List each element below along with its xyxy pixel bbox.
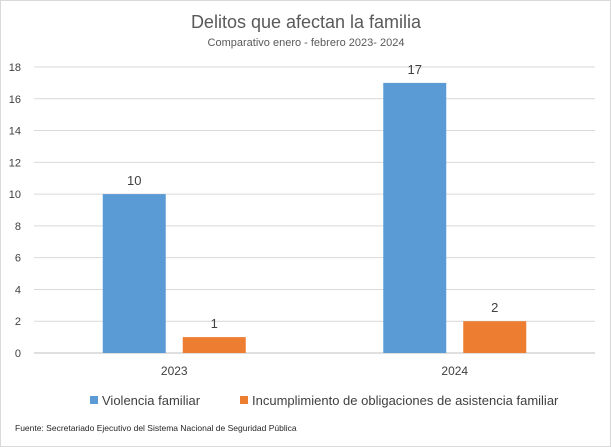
- y-tick-label: 4: [15, 284, 21, 296]
- data-label: 1: [211, 316, 218, 331]
- y-tick-label: 10: [9, 189, 21, 201]
- legend: Violencia familiar Incumplimiento de obli…: [90, 393, 559, 408]
- data-label: 10: [127, 173, 141, 188]
- legend-swatch: [90, 396, 98, 404]
- data-labels: 10 1 17 2: [127, 62, 498, 331]
- y-axis-ticks: 0 2 4 6 8 10 12 14 16 18: [9, 62, 21, 360]
- x-category-label: 2024: [441, 364, 468, 378]
- bar-violencia-familiar-2023: [102, 194, 166, 353]
- bar-incumplimiento-2024: [463, 321, 527, 353]
- legend-label: Incumplimiento de obligaciones de asiste…: [252, 393, 559, 408]
- data-label: 2: [491, 300, 498, 315]
- chart-title: Delitos que afectan la familia: [191, 12, 422, 32]
- legend-swatch: [240, 396, 248, 404]
- y-tick-label: 0: [15, 348, 21, 360]
- y-tick-label: 8: [15, 221, 21, 233]
- y-tick-label: 16: [9, 94, 21, 106]
- chart-subtitle: Comparativo enero - febrero 2023- 2024: [208, 37, 405, 49]
- bars: [102, 82, 527, 353]
- y-tick-label: 6: [15, 253, 21, 265]
- y-tick-label: 2: [15, 316, 21, 328]
- x-category-label: 2023: [161, 364, 188, 378]
- source-note: Fuente: Secretariado Ejecutivo del Siste…: [15, 423, 297, 433]
- data-label: 17: [408, 62, 422, 77]
- legend-label: Violencia familiar: [102, 393, 201, 408]
- y-tick-label: 18: [9, 62, 21, 74]
- bar-incumplimiento-2023: [182, 337, 246, 353]
- bar-violencia-familiar-2024: [383, 82, 447, 353]
- y-tick-label: 12: [9, 157, 21, 169]
- x-axis-categories: 2023 2024: [161, 364, 469, 378]
- y-tick-label: 14: [9, 126, 21, 138]
